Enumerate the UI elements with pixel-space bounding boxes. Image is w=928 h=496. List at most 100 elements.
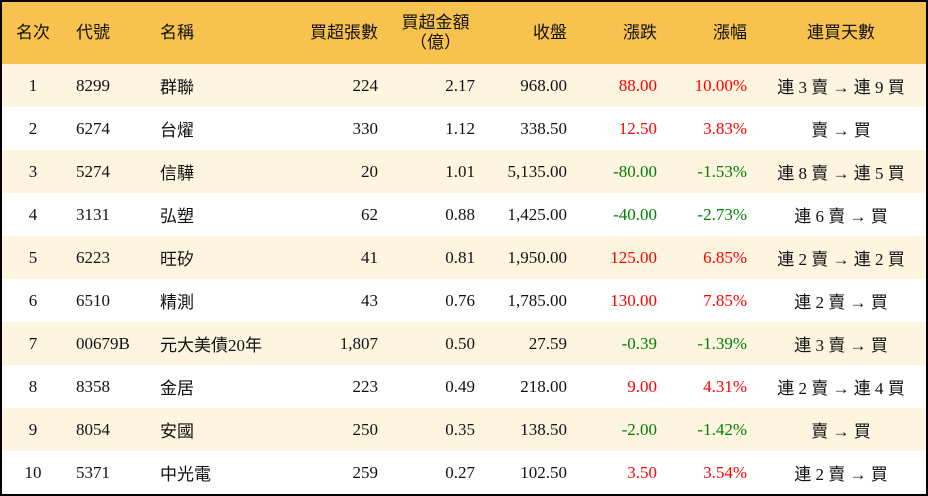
cell-amount: 0.35 (387, 408, 484, 451)
cell-close: 1,425.00 (507, 204, 568, 224)
cell-rank: 7 (2, 322, 64, 365)
cell-name: 群聯 (152, 64, 282, 107)
cell-name: 元大美債20年 (152, 322, 282, 365)
header-name: 名稱 (152, 2, 282, 64)
table-row: 2 6274 台燿 330 1.12 338.50 12.50 3.83% 賣 → 買 (2, 107, 926, 150)
cell-amount: 1.12 (445, 118, 475, 138)
cell-rank: 5 (2, 236, 64, 279)
cell-change: 125.00 (576, 236, 666, 279)
cell-code: 6274 (76, 118, 110, 138)
cell-close: 968.00 (484, 64, 576, 107)
cell-rank: 4 (28, 204, 38, 224)
cell-amount: 0.88 (445, 204, 475, 224)
cell-days: 連 2 賣 → 連 4 買 (777, 379, 905, 398)
cell-name: 旺矽 (152, 236, 282, 279)
cell-change: -80.00 (576, 150, 666, 193)
cell-code: 00679B (64, 322, 152, 365)
cell-rank: 3 (2, 150, 64, 193)
cell-pct: -2.73% (697, 204, 747, 224)
cell-qty: 43 (361, 290, 378, 310)
cell-pct: 7.85% (703, 290, 747, 310)
header-rank: 名次 (2, 2, 64, 64)
table-row: 1 8299 群聯 224 2.17 968.00 88.00 10.00% 連 3 賣 → 連… (2, 64, 926, 107)
cell-amount: 0.76 (445, 290, 475, 310)
cell-days: 連 2 賣 → 買 (794, 465, 888, 484)
cell-close: 1,785.00 (507, 290, 568, 310)
cell-qty: 250 (282, 408, 387, 451)
cell-days: 賣 → 買 (811, 121, 871, 140)
table-row: 10 5371 中光電 259 0.27 102.50 3.50 3.54% 連 2 賣 → 買 (2, 451, 926, 494)
cell-pct: -1.53% (666, 150, 756, 193)
cell-rank: 6 (28, 290, 38, 310)
cell-days: 連 2 賣 → 連 2 買 (756, 236, 926, 279)
cell-rank: 8 (28, 376, 38, 396)
cell-close: 338.50 (520, 118, 567, 138)
cell-code: 3131 (76, 204, 110, 224)
cell-pct: -1.42% (666, 408, 756, 451)
header-code: 代號 (64, 2, 152, 64)
cell-code: 5274 (64, 150, 152, 193)
cell-amount: 0.49 (445, 376, 475, 396)
cell-rank: 2 (28, 118, 38, 138)
header-days: 連買天數 (756, 2, 926, 64)
header-pct: 漲幅 (666, 2, 756, 64)
cell-amount: 2.17 (387, 64, 484, 107)
cell-rank: 10 (24, 462, 42, 482)
cell-amount: 0.50 (387, 322, 484, 365)
cell-pct: 4.31% (703, 376, 747, 396)
cell-rank: 9 (2, 408, 64, 451)
cell-qty: 224 (282, 64, 387, 107)
cell-code: 6223 (64, 236, 152, 279)
cell-name: 金居 (160, 379, 194, 398)
header-close: 收盤 (484, 2, 576, 64)
cell-days: 連 3 賣 → 買 (756, 322, 926, 365)
cell-qty: 223 (352, 376, 379, 396)
cell-amount: 1.01 (387, 150, 484, 193)
header-row: 名次 代號 名稱 買超張數 買超金額 （億） 收盤 漲跌 漲幅 連買天數 (2, 2, 926, 64)
cell-name: 信驊 (152, 150, 282, 193)
table-row: 6 6510 精測 43 0.76 1,785.00 130.00 7.85% 連 2 賣 → … (2, 279, 926, 322)
cell-days: 賣 → 買 (756, 408, 926, 451)
cell-name: 台燿 (160, 121, 194, 140)
header-change: 漲跌 (576, 2, 666, 64)
cell-amount: 0.81 (387, 236, 484, 279)
cell-name: 精測 (160, 293, 194, 312)
cell-change: 3.50 (627, 462, 657, 482)
header-amount-line2: （億） (410, 33, 461, 52)
cell-days: 連 3 賣 → 連 9 買 (756, 64, 926, 107)
header-amount: 買超金額 （億） (387, 2, 484, 64)
cell-change: 9.00 (627, 376, 657, 396)
cell-pct: -1.39% (666, 322, 756, 365)
cell-code: 8358 (76, 376, 110, 396)
cell-change: -0.39 (576, 322, 666, 365)
header-amount-line1: 買超金額 (401, 13, 470, 32)
header-qty: 買超張數 (282, 2, 387, 64)
cell-code: 8054 (64, 408, 152, 451)
cell-qty: 259 (352, 462, 379, 482)
cell-rank: 1 (2, 64, 64, 107)
cell-close: 27.59 (484, 322, 576, 365)
table-row: 9 8054 安國 250 0.35 138.50 -2.00 -1.42% 賣 → 買 (2, 408, 926, 451)
cell-days: 連 8 賣 → 連 5 買 (756, 150, 926, 193)
cell-name: 中光電 (160, 465, 211, 484)
table-row: 4 3131 弘塑 62 0.88 1,425.00 -40.00 -2.73% 連 6 賣 →… (2, 193, 926, 236)
cell-change: 12.50 (618, 118, 657, 138)
cell-name: 安國 (152, 408, 282, 451)
cell-qty: 62 (361, 204, 378, 224)
cell-qty: 1,807 (282, 322, 387, 365)
cell-days: 連 2 賣 → 買 (794, 293, 888, 312)
cell-pct: 10.00% (666, 64, 756, 107)
cell-close: 218.00 (520, 376, 567, 396)
cell-close: 5,135.00 (484, 150, 576, 193)
cell-close: 1,950.00 (484, 236, 576, 279)
table-row: 7 00679B 元大美債20年 1,807 0.50 27.59 -0.39 -1.39% 連… (2, 322, 926, 365)
cell-code: 6510 (76, 290, 110, 310)
cell-qty: 41 (282, 236, 387, 279)
cell-code: 8299 (64, 64, 152, 107)
cell-change: 88.00 (576, 64, 666, 107)
cell-change: -2.00 (576, 408, 666, 451)
cell-name: 弘塑 (160, 207, 194, 226)
cell-close: 102.50 (520, 462, 567, 482)
